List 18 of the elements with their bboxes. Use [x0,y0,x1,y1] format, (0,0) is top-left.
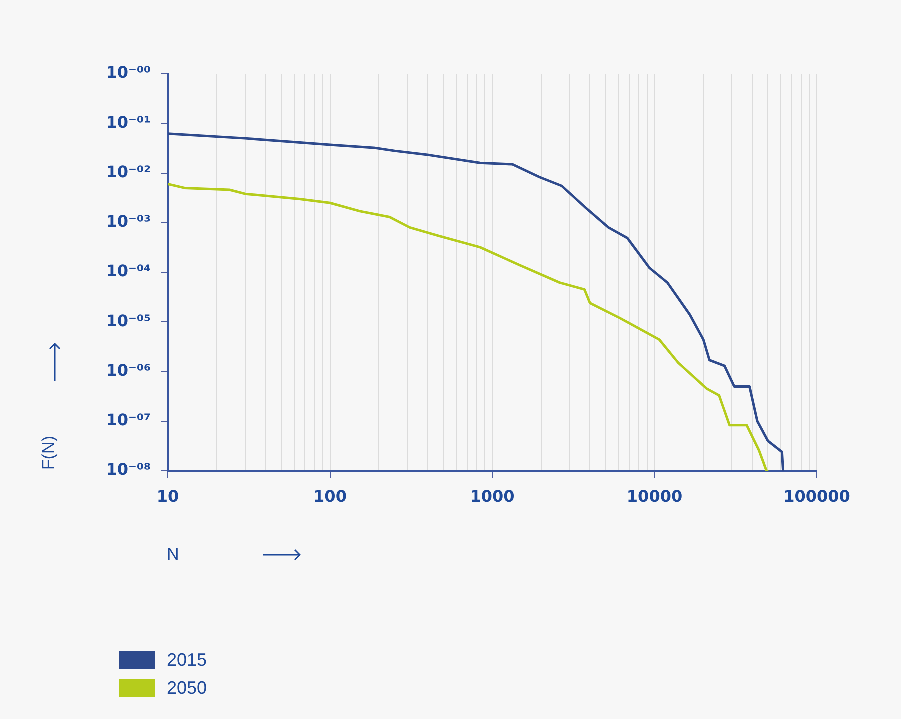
y-tick-label: 10⁻⁰¹ [106,112,151,132]
y-tick-label: 10⁻⁰⁰ [106,63,151,82]
y-tick-label: 10⁻⁰⁴ [106,262,151,281]
y-tick-label: 10⁻⁰² [106,162,151,182]
legend-label: 2015 [167,650,208,670]
x-tick-label: 100 [314,486,347,506]
y-tick-label: 10⁻⁰⁵ [106,311,151,330]
x-tick-label: 1000 [470,486,515,506]
y-axis-title: F(N) [38,436,59,470]
x-tick-label: 100000 [784,486,850,506]
x-tick-label: 10000 [626,486,683,506]
y-tick-label: 10⁻⁰³ [106,212,151,232]
y-tick-label: 10⁻⁰⁶ [106,360,151,380]
x-tick-label: 10 [156,486,180,506]
x-axis-title: N [167,545,180,565]
legend-label: 2050 [167,678,208,698]
y-tick-label: 10⁻⁰⁷ [106,410,151,430]
y-tick-label: 10⁻⁰⁸ [106,460,151,480]
